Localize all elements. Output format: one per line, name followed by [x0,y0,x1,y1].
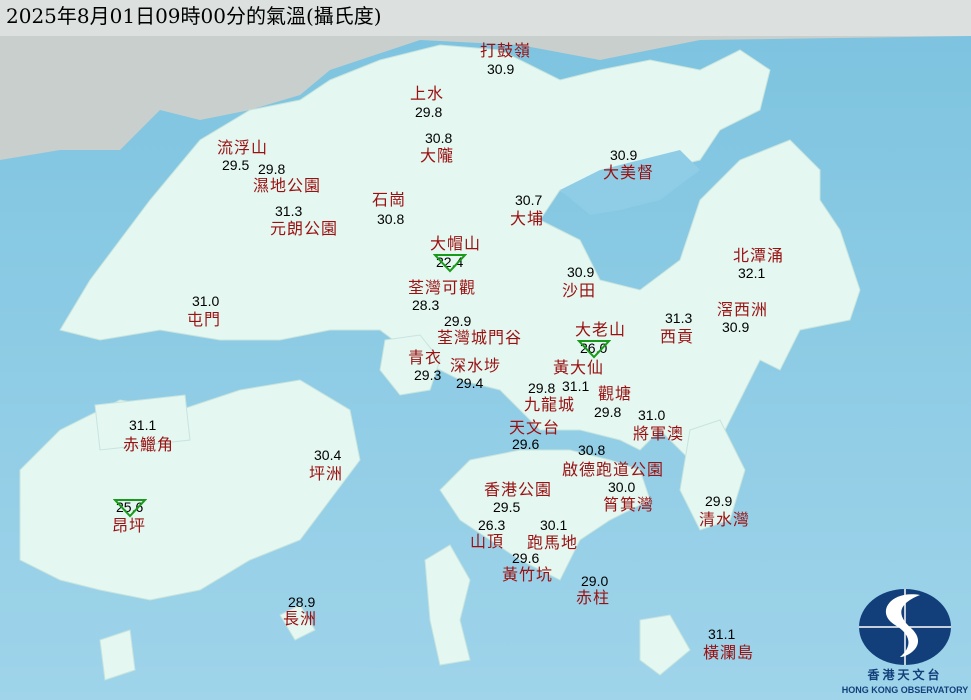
station-temperature: 30.9 [610,147,638,163]
station-temperature: 28.3 [412,297,440,313]
station-temperature: 31.1 [708,626,736,642]
station-name: 上水 [410,84,445,103]
station-name: 深水埗 [450,356,502,375]
station-name: 赤柱 [576,588,611,607]
station-temperature: 29.8 [258,161,286,177]
station-name: 黃大仙 [553,358,605,377]
station-name: 赤鱲角 [123,435,175,454]
logo-chinese-text: 香港天文台 [867,668,943,682]
shenzhen-satellite-area [0,0,971,160]
station-name: 荃灣可觀 [408,278,477,297]
station-name: 長洲 [283,609,318,628]
station-temperature: 29.8 [594,404,622,420]
cheung-chau [279,604,316,641]
station-name: 打鼓嶺 [480,41,532,60]
lamma-island [424,544,471,666]
station-name: 荃灣城門谷 [437,328,523,347]
station-temperature: 30.9 [567,264,595,280]
hko-logo: 香港天文台 HONG KONG OBSERVATORY [842,585,968,700]
station-name: 跑馬地 [527,533,579,552]
station-temperature: 29.8 [528,380,556,396]
station-name: 石崗 [372,190,407,209]
station-temperature: 29.6 [512,550,540,566]
map-title: 2025年8月01日09時00分的氣溫(攝氏度) [6,4,382,28]
station-name: 清水灣 [699,510,751,529]
low-temperature-triangle-icon [433,254,467,273]
station-temperature: 30.9 [487,61,515,77]
station-name: 流浮山 [217,138,269,157]
station-temperature: 31.3 [665,310,693,326]
station-temperature: 30.4 [314,447,342,463]
station-name: 天文台 [509,418,561,437]
station-temperature: 30.7 [515,192,543,208]
station-temperature: 26.3 [478,517,506,533]
tolo-harbour [560,150,700,215]
station-name: 滘西洲 [717,300,769,319]
station-temperature: 29.4 [456,375,484,391]
station-temperature: 31.1 [129,417,157,433]
station-name: 大美督 [603,163,655,182]
station-temperature: 29.5 [493,499,521,515]
station-name: 大帽山 [430,234,482,253]
station-temperature: 30.8 [377,211,405,227]
station-name: 北潭涌 [733,246,785,265]
station-name: 大隴 [420,146,455,165]
station-name: 黃竹坑 [502,565,554,584]
station-temperature: 29.6 [512,436,540,452]
title-bar: 2025年8月01日09時00分的氣溫(攝氏度) [0,0,971,36]
station-temperature: 29.5 [222,157,250,173]
station-temperature: 29.9 [705,493,733,509]
hong-kong-island [439,449,651,581]
sai-kung-islands [679,419,746,531]
new-territories-kowloon-land [59,44,861,461]
station-temperature: 30.1 [540,517,568,533]
station-name: 筲箕灣 [603,495,655,514]
station-temperature: 30.8 [425,130,453,146]
station-name: 橫瀾島 [703,643,755,662]
station-temperature: 30.0 [608,479,636,495]
station-temperature: 31.0 [638,407,666,423]
station-temperature: 31.3 [275,203,303,219]
station-temperature: 32.1 [738,265,766,281]
station-name: 昂坪 [112,516,147,535]
station-name: 香港公園 [484,480,553,499]
station-name: 屯門 [187,310,222,329]
hko-emblem-icon [859,589,951,665]
station-temperature: 28.9 [288,594,316,610]
waglan-area-island [639,614,691,676]
station-name: 將軍澳 [633,424,685,443]
station-temperature: 30.9 [722,319,750,335]
station-name: 元朗公園 [270,219,339,238]
station-name: 青衣 [408,348,443,367]
station-name: 西貢 [660,327,695,346]
station-name: 九龍城 [524,395,576,414]
tsing-yi-island [379,334,441,396]
station-name: 濕地公園 [253,176,322,195]
chek-lap-kok [94,394,191,451]
station-temperature: 31.1 [562,378,590,394]
station-name: 坪洲 [309,464,344,483]
station-temperature: 29.8 [415,104,443,120]
station-name: 觀塘 [598,384,633,403]
station-temperature: 31.0 [192,293,220,309]
station-name: 大埔 [510,209,545,228]
station-temperature: 29.0 [581,573,609,589]
low-temperature-triangle-icon [113,499,147,518]
station-name: 山頂 [470,532,505,551]
station-name: 沙田 [562,281,597,300]
station-name: 大老山 [575,320,627,339]
station-temperature: 29.9 [444,313,472,329]
small-island [99,629,136,681]
station-temperature: 30.8 [578,442,606,458]
station-temperature: 29.3 [414,367,442,383]
station-name: 啟德跑道公園 [562,460,665,479]
low-temperature-triangle-icon [577,340,611,359]
logo-english-text: HONG KONG OBSERVATORY [841,685,969,695]
